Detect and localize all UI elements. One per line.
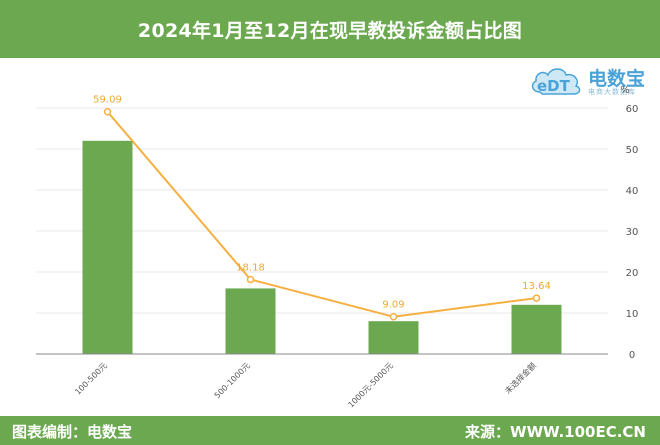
y-tick-label: 40 [626,186,639,197]
line-series-group: 59.09 18.18 9.09 13.64 [93,95,551,321]
bar [225,288,276,354]
line-point [246,275,255,284]
x-tick-label: 1000元-5000元 [346,361,395,410]
y-tick-label: 20 [626,268,639,279]
data-label: 59.09 [93,95,122,106]
chart-title: 2024年1月至12月在现早教投诉金额占比图 [0,0,660,58]
y-unit-label: % [620,85,630,96]
x-tick-label: 500-1000元 [213,361,252,400]
chart-footer: 图表编制：电数宝 来源：WWW.100EC.CN [0,416,660,445]
y-tick-label: 10 [626,309,639,320]
footer-credit: 图表编制：电数宝 [12,423,133,441]
x-tick-label: 100-500元 [73,361,109,397]
line-series [106,111,537,318]
bars-group [82,140,562,354]
y-tick-label: 30 [626,227,639,238]
data-label: 18.18 [236,262,265,273]
y-tick-label: 0 [629,350,635,361]
bar [511,304,562,354]
bar [368,321,419,354]
bar [82,140,133,354]
cloud-logo-icon: eDT [531,68,581,95]
logo-mark: eDT [537,77,571,95]
footer-source: 来源：WWW.100EC.CN [465,423,646,441]
line-point [532,294,541,302]
y-axis: 0 10 20 30 40 50 60% [620,85,638,361]
data-label: 13.64 [522,281,551,292]
y-tick-label: 50 [626,145,639,156]
line-point [103,107,112,116]
x-axis: 100-500元 500-1000元 1000元-5000元 未选择金额 [36,353,608,410]
y-tick-label: 60 [626,104,639,115]
data-label: 9.09 [382,300,404,311]
logo-tagline: 电商大数据库 [588,88,636,96]
line-point [389,312,398,321]
edt-logo: eDT 电数宝 电商大数据库 [528,62,654,100]
x-tick-label: 未选择金额 [503,360,538,395]
logo-brand: 电数宝 [588,68,646,90]
